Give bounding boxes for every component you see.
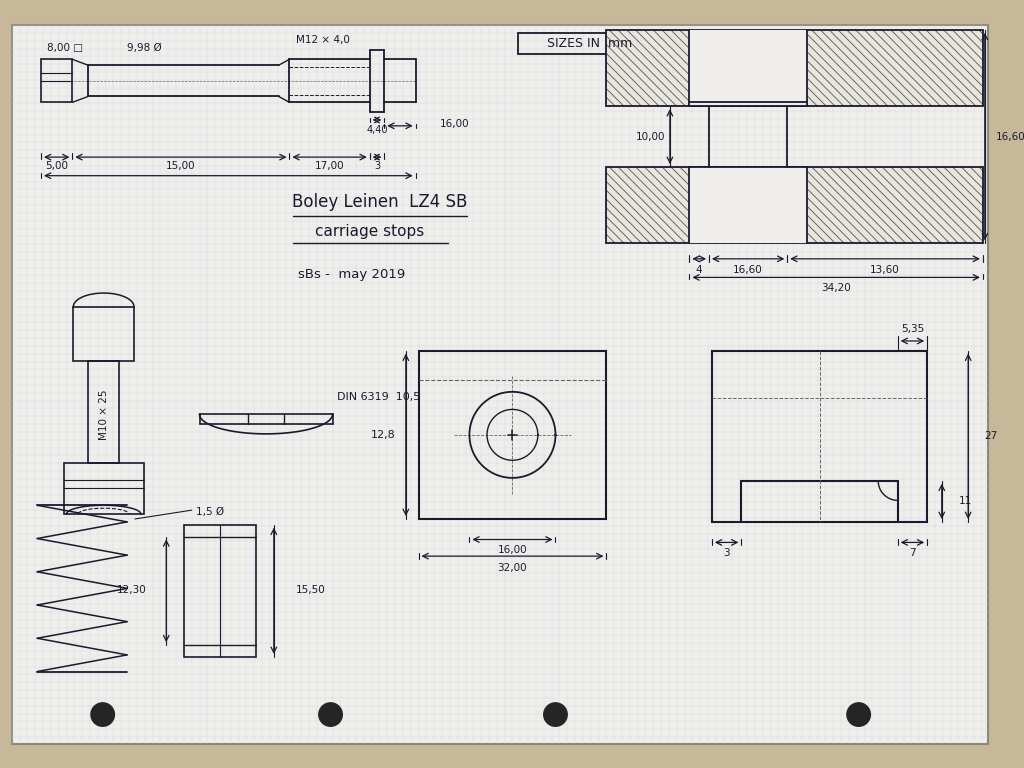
Text: sBs -  may 2019: sBs - may 2019 bbox=[298, 268, 406, 281]
Bar bbox=[419, 351, 606, 519]
Text: 16,60: 16,60 bbox=[995, 131, 1024, 141]
Text: 16,00: 16,00 bbox=[440, 119, 470, 129]
Circle shape bbox=[544, 703, 567, 727]
Bar bbox=[518, 33, 660, 55]
Text: 11: 11 bbox=[958, 496, 972, 506]
Text: 32,00: 32,00 bbox=[498, 563, 527, 573]
Circle shape bbox=[318, 703, 342, 727]
Bar bbox=[74, 306, 134, 360]
Bar bbox=[606, 30, 983, 106]
Text: 16,60: 16,60 bbox=[733, 265, 763, 275]
Circle shape bbox=[847, 703, 870, 727]
Text: SIZES IN  mm: SIZES IN mm bbox=[547, 37, 633, 50]
Text: 9,98 Ø: 9,98 Ø bbox=[127, 42, 162, 52]
Text: 12,8: 12,8 bbox=[372, 430, 396, 440]
Bar bbox=[63, 463, 143, 514]
Text: 16,00: 16,00 bbox=[498, 545, 527, 555]
Text: 7: 7 bbox=[909, 548, 915, 558]
Text: 27: 27 bbox=[984, 431, 997, 441]
Text: 34,20: 34,20 bbox=[821, 283, 851, 293]
Text: 15,50: 15,50 bbox=[295, 585, 325, 595]
Bar bbox=[606, 167, 983, 243]
Bar bbox=[41, 59, 73, 102]
Text: 4,40: 4,40 bbox=[367, 124, 388, 134]
Text: 3: 3 bbox=[375, 161, 381, 171]
Text: 4: 4 bbox=[696, 265, 702, 275]
Bar bbox=[184, 525, 256, 657]
Bar bbox=[712, 351, 927, 522]
Text: carriage stops: carriage stops bbox=[315, 224, 424, 239]
Text: M10 × 25: M10 × 25 bbox=[98, 389, 109, 439]
Bar bbox=[689, 167, 807, 243]
Bar bbox=[88, 360, 120, 463]
Text: 1,5 Ø: 1,5 Ø bbox=[196, 507, 223, 517]
Text: 5,35: 5,35 bbox=[901, 324, 924, 334]
Text: 17,00: 17,00 bbox=[314, 161, 344, 171]
Text: 15,00: 15,00 bbox=[166, 161, 196, 171]
Text: 5,00: 5,00 bbox=[45, 161, 69, 171]
Bar bbox=[689, 30, 807, 106]
Text: 3: 3 bbox=[723, 548, 730, 558]
Text: DIN 6319  10,5: DIN 6319 10,5 bbox=[337, 392, 421, 402]
Text: 10,00: 10,00 bbox=[636, 131, 666, 141]
Text: 13,60: 13,60 bbox=[870, 265, 900, 275]
Text: 8,00 □: 8,00 □ bbox=[47, 42, 83, 52]
Text: M12 × 4,0: M12 × 4,0 bbox=[296, 35, 349, 45]
Circle shape bbox=[91, 703, 115, 727]
Text: 12,30: 12,30 bbox=[117, 585, 146, 595]
Bar bbox=[606, 30, 983, 106]
Bar bbox=[606, 167, 983, 243]
Text: Boley Leinen  LZ4 SB: Boley Leinen LZ4 SB bbox=[292, 193, 467, 211]
